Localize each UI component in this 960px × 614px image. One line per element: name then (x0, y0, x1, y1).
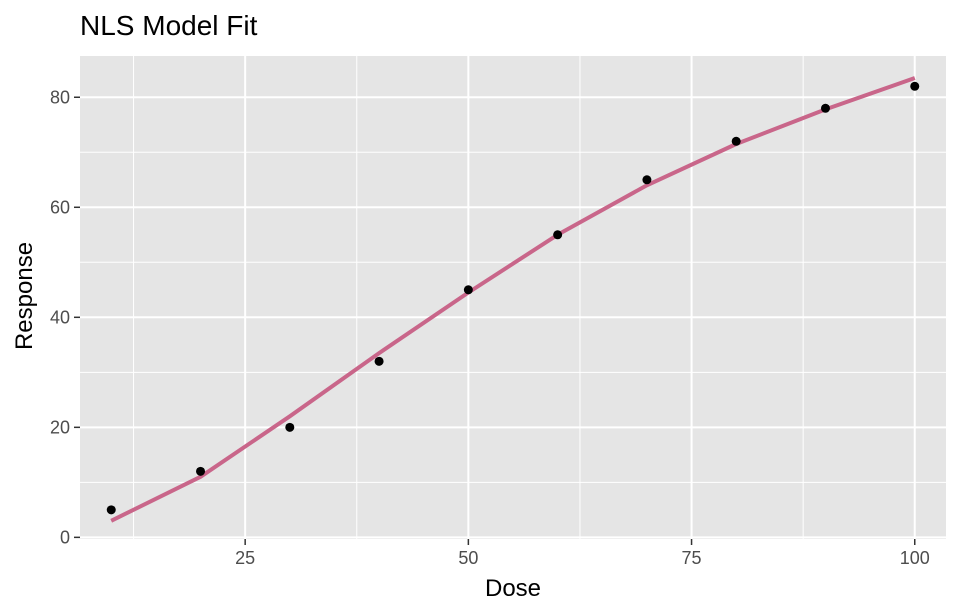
data-point (642, 175, 652, 185)
x-tick-label: 75 (682, 548, 702, 568)
x-tick-label: 25 (235, 548, 255, 568)
data-point (910, 81, 920, 91)
x-axis: 25 50 75 100 (235, 539, 930, 568)
plot-panel (80, 56, 946, 539)
data-point (106, 505, 116, 515)
major-grid (80, 56, 946, 539)
data-point (820, 103, 830, 113)
y-tick-label: 60 (50, 197, 70, 217)
data-point (553, 230, 563, 240)
y-tick-label: 20 (50, 417, 70, 437)
x-tick-label: 100 (900, 548, 930, 568)
fit-layer (110, 76, 916, 523)
y-axis-title: Response (11, 242, 38, 350)
y-axis: 0 20 40 60 80 (50, 87, 80, 547)
x-axis-title: Dose (485, 575, 541, 602)
y-tick-label: 0 (60, 527, 70, 547)
data-point (196, 466, 206, 476)
data-point (731, 136, 741, 146)
fit-line (110, 76, 916, 523)
chart-title: NLS Model Fit (80, 10, 258, 41)
points-layer (106, 81, 920, 515)
x-tick-label: 50 (458, 548, 478, 568)
y-tick-label: 40 (50, 307, 70, 327)
data-point (463, 285, 473, 295)
y-tick-label: 80 (50, 87, 70, 107)
data-point (374, 356, 384, 366)
data-point (285, 422, 295, 432)
